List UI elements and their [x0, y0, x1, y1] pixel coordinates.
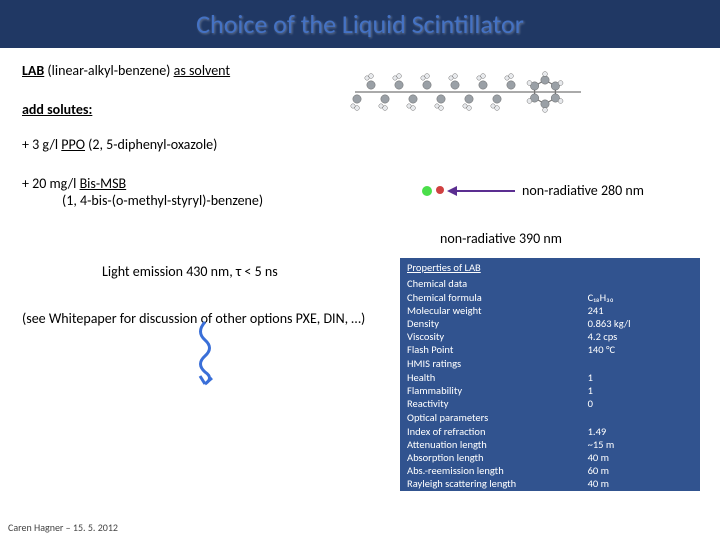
table-key: Index of refraction: [401, 425, 582, 438]
table-value: 0: [582, 397, 699, 410]
table-value: ~15 m: [582, 438, 699, 451]
arrow-icon: [455, 190, 515, 192]
table-key: Flash Point: [401, 343, 582, 356]
bis-prefix: + 20 mg/l: [22, 175, 80, 192]
molecule-diagram: [345, 58, 595, 126]
table-value: C₁₈H₃₀: [582, 291, 699, 304]
table-value: 1: [582, 371, 699, 384]
lab-abbr: LAB: [22, 62, 44, 79]
red-atom-icon: [436, 186, 444, 194]
table-row: Flammability1: [401, 384, 699, 397]
table-row: Reactivity0: [401, 397, 699, 410]
table-value: 241: [582, 304, 699, 317]
table-value: 40 m: [582, 477, 699, 490]
table-value: 1.49: [582, 425, 699, 438]
table-key: Rayleigh scattering length: [401, 477, 582, 490]
table-row: Density0.863 kg/l: [401, 317, 699, 330]
table-row: Health1: [401, 371, 699, 384]
table-row: Abs.-reemission length60 m: [401, 464, 699, 477]
table-key: Reactivity: [401, 397, 582, 410]
green-atom-icon: [422, 186, 432, 196]
ppo-line: + 3 g/l PPO (2, 5-diphenyl-oxazole): [22, 136, 698, 153]
as-solvent: as solvent: [174, 62, 231, 79]
table-key: Density: [401, 317, 582, 330]
ppo-full: (2, 5-diphenyl-oxazole): [85, 136, 217, 153]
ppo-prefix: + 3 g/l: [22, 136, 61, 153]
table-key: Chemical formula: [401, 291, 582, 304]
table-key: Flammability: [401, 384, 582, 397]
lab-full: (linear-alkyl-benzene): [44, 62, 173, 79]
table-value: 140 °C: [582, 343, 699, 356]
table-key: Abs.-reemission length: [401, 464, 582, 477]
table-row: Index of refraction1.49: [401, 425, 699, 438]
table-key: Attenuation length: [401, 438, 582, 451]
properties-table: Properties of LAB Chemical dataChemical …: [400, 258, 700, 491]
table-row: Attenuation length~15 m: [401, 438, 699, 451]
table-value: 4.2 cps: [582, 330, 699, 343]
table-row: Molecular weight241: [401, 304, 699, 317]
table-section: HMIS ratings: [401, 356, 699, 371]
table-key: Molecular weight: [401, 304, 582, 317]
table-key: Absorption length: [401, 451, 582, 464]
bis-abbr: Bis-MSB: [80, 175, 127, 192]
page-title: Choice of the Liquid Scintillator: [0, 8, 720, 40]
table-row: Viscosity4.2 cps: [401, 330, 699, 343]
table-row: Flash Point140 °C: [401, 343, 699, 356]
table-row: Absorption length40 m: [401, 451, 699, 464]
nonradiative-280: non-radiative 280 nm: [522, 182, 644, 199]
footer-text: Caren Hagner – 15. 5. 2012: [8, 521, 118, 534]
table-value: 60 m: [582, 464, 699, 477]
nonradiative-390: non-radiative 390 nm: [440, 230, 562, 247]
table-section: Chemical data: [401, 276, 699, 291]
table-row: Rayleigh scattering length40 m: [401, 477, 699, 490]
table-value: 40 m: [582, 451, 699, 464]
title-bar: Choice of the Liquid Scintillator: [0, 0, 720, 48]
table-row: Chemical formulaC₁₈H₃₀: [401, 291, 699, 304]
table-value: 0.863 kg/l: [582, 317, 699, 330]
emission-squiggle-icon: [192, 320, 218, 390]
table-key: Viscosity: [401, 330, 582, 343]
table-key: Health: [401, 371, 582, 384]
ppo-abbr: PPO: [61, 136, 85, 153]
table-section: Optical parameters: [401, 410, 699, 425]
table-header: Properties of LAB: [401, 259, 699, 276]
table-value: 1: [582, 384, 699, 397]
